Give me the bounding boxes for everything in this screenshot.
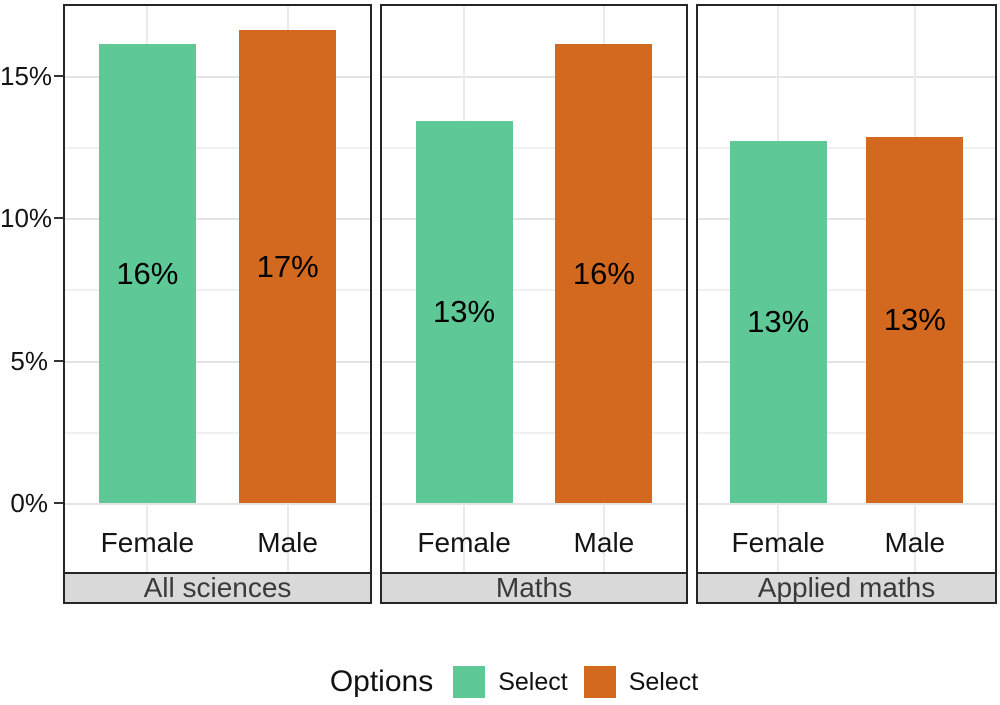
y-tick-label-5: 5% <box>10 345 48 376</box>
gridline-minor-12.5 <box>382 146 686 149</box>
legend-item-label-0: Select <box>498 667 568 696</box>
gridline-major-0 <box>65 503 370 505</box>
bar-value-label-applied-maths-female: 13% <box>747 304 810 339</box>
legend-swatch-female <box>453 666 486 698</box>
bar-value-label-maths-male: 16% <box>572 255 635 291</box>
gridline-major-10 <box>698 218 995 220</box>
bar-value-label-maths-female: 13% <box>433 294 496 329</box>
legend-items: Select Select <box>437 666 698 698</box>
bar-applied-maths-female <box>729 141 827 503</box>
x-category-label-female: Female <box>417 527 511 558</box>
bar-maths-male <box>555 44 653 503</box>
panel-plot-area-applied-maths: 13% Female 13% Male Applied maths <box>698 6 995 603</box>
gridline-minor-7.5 <box>65 289 370 292</box>
gridline-minor-12.5 <box>698 146 995 149</box>
y-tick-label-15: 15% <box>0 60 53 91</box>
bar-all-sciences-male <box>239 30 337 503</box>
bar-value-label-applied-maths-male: 13% <box>883 302 946 337</box>
bar-value-label-all-sciences-female: 16% <box>116 255 179 291</box>
gridline-major-15 <box>65 75 370 78</box>
gridline-major-5 <box>65 360 370 363</box>
facet-strip-applied-maths: Applied maths <box>698 572 995 603</box>
gridline-major-15 <box>698 75 995 78</box>
gridline-major-15 <box>382 75 686 78</box>
y-tick-mark-0 <box>54 502 63 504</box>
panel-applied-maths: 13% Female 13% Male Applied maths <box>696 4 997 604</box>
gridline-minor-2.5 <box>65 431 370 434</box>
panel-plot-area-all-sciences: 16% Female 17% Male All sciences <box>65 6 370 603</box>
gridline-minor-2.5 <box>382 431 686 434</box>
panel-plot-area-maths: 13% Female 16% Male Maths <box>382 6 686 603</box>
y-tick-mark-15 <box>54 74 63 77</box>
legend-item-label-1: Select <box>628 667 699 696</box>
x-category-label-male: Male <box>257 527 318 558</box>
x-category-label-male: Male <box>573 527 635 558</box>
legend-swatch-male <box>583 666 616 698</box>
gridline-minor-2.5 <box>698 431 995 434</box>
x-category-label-female: Female <box>100 527 195 558</box>
legend: Options Select Select <box>14 660 1000 704</box>
panel-all-sciences: 16% Female 17% Male All sciences <box>63 4 372 604</box>
y-tick-label-10: 10% <box>0 203 53 233</box>
legend-title: Options <box>329 665 434 698</box>
facet-strip-all-sciences: All sciences <box>65 572 370 603</box>
gridline-major-5 <box>698 360 995 363</box>
y-tick-mark-5 <box>54 359 63 362</box>
gridline-major-0 <box>698 503 995 505</box>
bar-applied-maths-male <box>866 137 964 503</box>
facet-strip-maths: Maths <box>382 572 686 603</box>
y-tick-label-0: 0% <box>10 488 48 518</box>
gridline-major-10 <box>65 218 370 220</box>
legend-item-1: Select <box>583 666 699 698</box>
panel-maths: 13% Female 16% Male Maths <box>380 4 688 604</box>
legend-item-0: Select <box>453 666 568 698</box>
bar-maths-female <box>415 121 513 503</box>
x-category-label-male: Male <box>884 527 946 558</box>
gridline-minor-7.5 <box>382 289 686 292</box>
gridline-major-0 <box>382 503 686 505</box>
x-category-label-female: Female <box>731 527 825 558</box>
bar-value-label-all-sciences-male: 17% <box>256 248 319 284</box>
y-tick-mark-10 <box>54 217 63 219</box>
bar-all-sciences-female <box>98 44 196 503</box>
gridline-minor-12.5 <box>65 146 370 149</box>
gridline-major-10 <box>382 218 686 220</box>
gridline-major-5 <box>382 360 686 363</box>
gridline-minor-7.5 <box>698 289 995 292</box>
